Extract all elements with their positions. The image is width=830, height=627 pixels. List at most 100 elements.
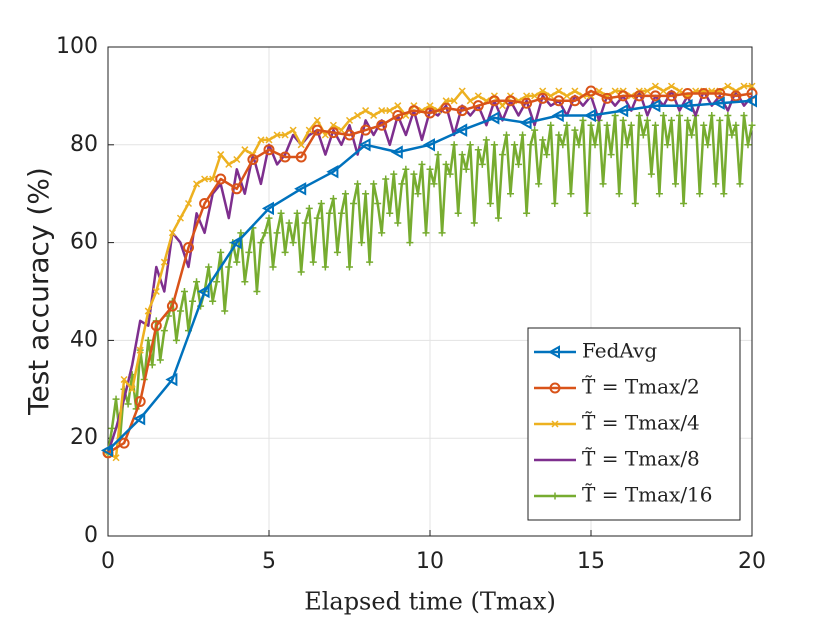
y-tick-label: 100	[56, 34, 98, 59]
marker	[569, 95, 581, 107]
marker	[426, 102, 434, 110]
marker	[611, 111, 619, 119]
marker	[523, 92, 531, 100]
y-tick-label: 60	[70, 230, 98, 255]
marker	[607, 151, 615, 159]
legend-marker	[551, 420, 559, 428]
marker	[716, 116, 724, 124]
marker	[434, 151, 442, 159]
marker	[490, 141, 498, 149]
marker	[631, 199, 639, 207]
marker	[426, 165, 434, 173]
marker	[297, 268, 305, 276]
marker	[321, 131, 329, 139]
marker	[648, 98, 661, 113]
marker	[289, 239, 297, 247]
marker	[732, 121, 740, 129]
marker	[402, 165, 410, 173]
marker	[253, 288, 261, 295]
marker	[740, 111, 748, 119]
marker	[698, 87, 710, 99]
marker	[478, 160, 486, 168]
marker	[422, 229, 430, 237]
x-tick-label: 10	[416, 549, 444, 574]
marker	[724, 111, 732, 119]
marker	[466, 141, 474, 149]
marker	[523, 209, 531, 217]
marker	[293, 209, 301, 217]
marker	[215, 173, 227, 185]
marker	[231, 183, 243, 195]
marker	[539, 87, 547, 95]
marker	[134, 396, 146, 408]
marker	[599, 180, 607, 188]
marker	[740, 82, 748, 90]
marker	[666, 90, 677, 102]
marker	[327, 127, 339, 139]
marker	[643, 87, 651, 95]
marker	[189, 297, 197, 305]
marker	[245, 248, 253, 256]
marker	[313, 116, 321, 124]
marker	[261, 229, 269, 237]
marker	[571, 126, 579, 134]
marker	[341, 190, 349, 198]
marker	[466, 97, 474, 105]
marker	[150, 320, 162, 332]
marker	[390, 145, 403, 159]
marker	[233, 155, 241, 164]
marker	[474, 146, 482, 154]
y-tick-label: 80	[70, 132, 98, 157]
marker	[587, 121, 595, 129]
x-tick-label: 0	[101, 549, 115, 574]
marker	[108, 424, 116, 432]
marker	[555, 131, 563, 139]
marker	[720, 190, 728, 198]
x-tick-label: 5	[262, 549, 276, 574]
marker	[184, 199, 193, 208]
marker	[519, 131, 527, 139]
marker	[728, 131, 736, 139]
marker	[225, 160, 233, 168]
marker	[156, 356, 164, 364]
marker	[394, 219, 402, 227]
marker	[213, 278, 221, 286]
marker	[217, 151, 225, 159]
x-tick-label: 20	[738, 549, 766, 574]
marker	[326, 164, 339, 179]
marker	[430, 180, 438, 188]
marker	[676, 87, 684, 95]
marker	[257, 136, 265, 144]
marker	[337, 209, 345, 217]
marker	[197, 284, 210, 299]
marker	[209, 297, 217, 305]
marker	[424, 107, 436, 119]
marker	[176, 307, 184, 315]
marker	[128, 385, 136, 393]
marker	[263, 144, 275, 156]
marker	[583, 108, 596, 123]
marker	[408, 105, 420, 117]
marker	[392, 109, 404, 121]
marker	[410, 170, 418, 178]
marker	[133, 411, 146, 426]
marker	[362, 190, 370, 198]
marker	[199, 197, 211, 209]
marker	[305, 126, 313, 134]
marker	[708, 111, 716, 119]
marker	[655, 190, 663, 198]
marker	[663, 141, 671, 149]
marker	[537, 92, 549, 104]
y-tick-label: 0	[84, 523, 98, 548]
marker	[617, 90, 629, 102]
marker	[294, 182, 307, 196]
marker	[487, 111, 500, 125]
marker	[551, 199, 559, 207]
marker	[555, 87, 563, 95]
marker	[462, 165, 470, 173]
marker	[470, 219, 478, 227]
marker	[647, 170, 655, 178]
y-axis-label: Test accuracy (%)	[22, 167, 55, 416]
marker	[450, 97, 458, 105]
marker	[362, 107, 370, 115]
